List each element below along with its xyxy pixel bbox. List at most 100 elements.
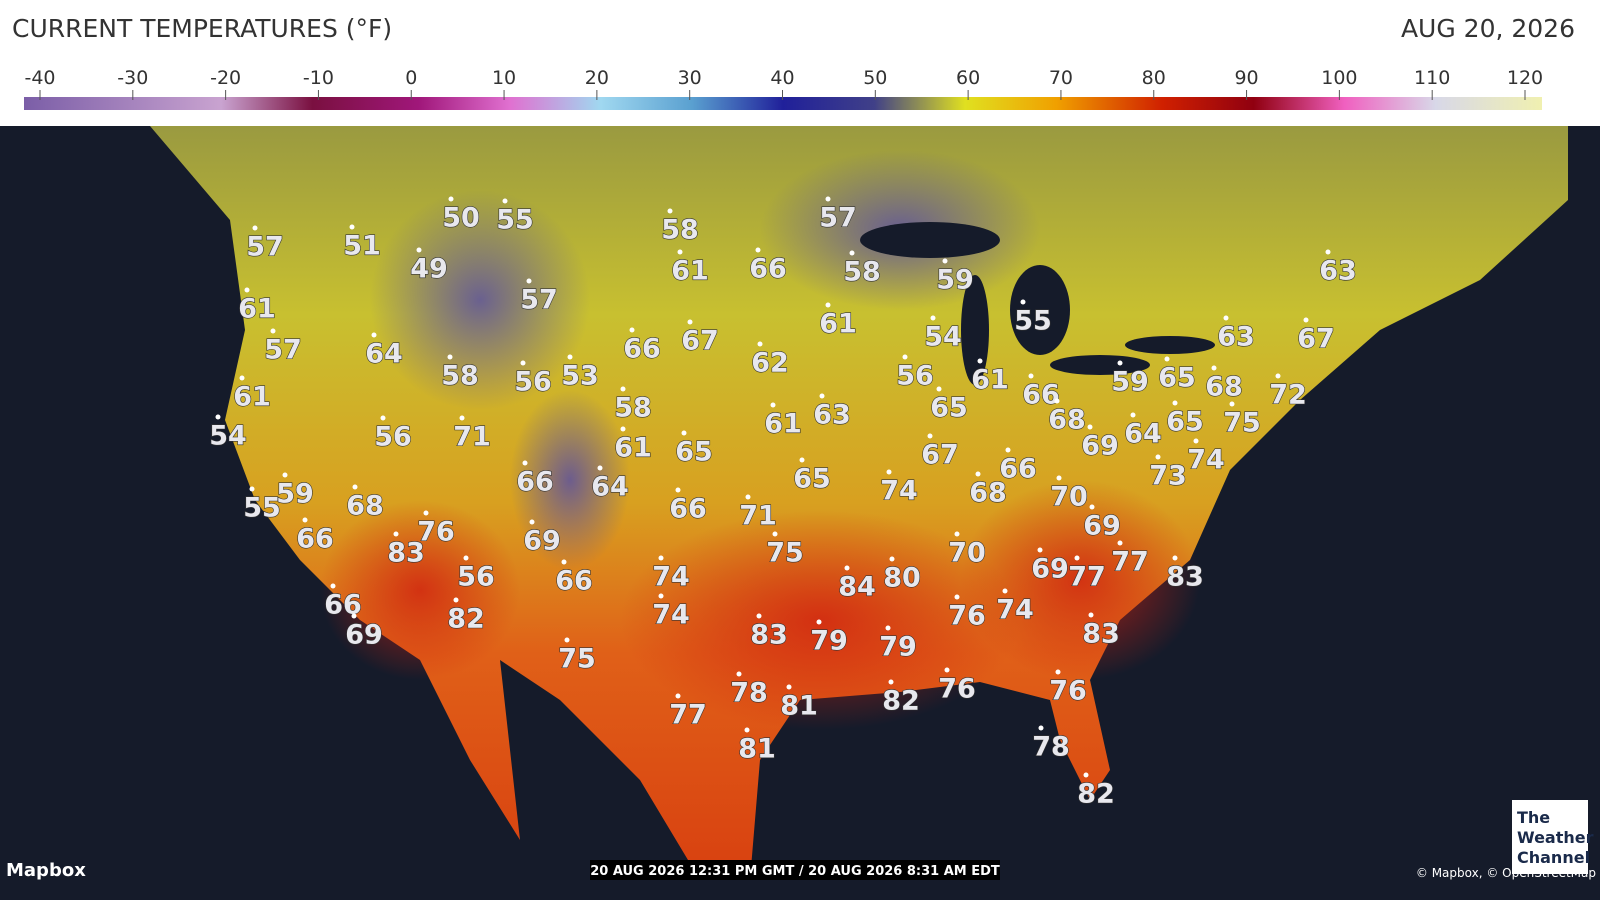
temperature: 71 (453, 422, 491, 453)
scale-tick-label: 20 (585, 67, 609, 89)
temperature: 78 (1032, 732, 1070, 763)
station-dot (270, 328, 276, 334)
temperature: 54 (209, 421, 247, 452)
temperature: 62 (751, 348, 789, 379)
station-dot (629, 327, 635, 333)
temperature: 74 (652, 562, 690, 593)
temperature: 75 (1223, 408, 1261, 439)
station-dot (927, 433, 933, 439)
station-dot (447, 354, 453, 360)
attribution-left: Mapbox (6, 860, 86, 881)
station-dot (282, 472, 288, 478)
station-dot (215, 414, 221, 420)
station-dot (564, 637, 570, 643)
temperature: 61 (819, 309, 857, 340)
temperature: 58 (441, 361, 479, 392)
temperature: 66 (669, 494, 707, 525)
station-dot (1193, 438, 1199, 444)
station-dot (1130, 412, 1136, 418)
station-dot (1037, 547, 1043, 553)
temperature: 56 (374, 422, 412, 453)
temperature: 69 (523, 526, 561, 557)
station-dot (687, 319, 693, 325)
station-dot (1117, 540, 1123, 546)
temperature: 69 (1081, 431, 1119, 462)
temperature: 82 (1077, 779, 1115, 810)
station-dot (977, 358, 983, 364)
station-dot (744, 727, 750, 733)
temperature: 65 (793, 464, 831, 495)
temperature: 69 (345, 620, 383, 651)
scale-tick-label: 120 (1507, 67, 1543, 89)
station-dot (416, 247, 422, 253)
temperature: 71 (739, 501, 777, 532)
station-dot (529, 519, 535, 525)
temperature: 59 (936, 265, 974, 296)
station-dot (244, 287, 250, 293)
color-scale (24, 97, 1542, 110)
temperature: 79 (879, 632, 917, 663)
station-dot (526, 278, 532, 284)
station-dot (330, 583, 336, 589)
temperature: 72 (1269, 380, 1307, 411)
station-dot (1164, 356, 1170, 362)
temperature: 59 (1111, 367, 1149, 398)
scale-tick-label: -10 (303, 67, 334, 89)
station-dot (675, 487, 681, 493)
temperature: 55 (243, 493, 281, 524)
temperature: 61 (233, 382, 271, 413)
station-dot (352, 484, 358, 490)
station-dot (1056, 475, 1062, 481)
scale-tick-label: 30 (678, 67, 702, 89)
temperature: 83 (750, 620, 788, 651)
scale-tick-label: 60 (956, 67, 980, 89)
temperature: 65 (1166, 407, 1204, 438)
temperature: 64 (591, 472, 629, 503)
temperature: 74 (996, 595, 1034, 626)
station-dot (755, 247, 761, 253)
station-dot (770, 402, 776, 408)
temperature: 69 (1083, 511, 1121, 542)
temperature: 70 (1050, 482, 1088, 513)
station-dot (825, 196, 831, 202)
station-dot (849, 250, 855, 256)
hot-area (960, 480, 1200, 680)
station-dot (502, 198, 508, 204)
station-dot (819, 393, 825, 399)
station-dot (567, 354, 573, 360)
station-dot (825, 302, 831, 308)
temperature: 74 (880, 476, 918, 507)
temperature: 53 (561, 361, 599, 392)
temperature: 63 (1319, 256, 1357, 287)
temperature: 66 (623, 334, 661, 365)
station-dot (463, 555, 469, 561)
station-dot (944, 667, 950, 673)
station-dot (889, 556, 895, 562)
station-dot (816, 619, 822, 625)
station-dot (1275, 373, 1281, 379)
temperature: 82 (882, 686, 920, 717)
temperature: 64 (365, 339, 403, 370)
station-dot (1089, 504, 1095, 510)
cool-area (370, 190, 590, 410)
station-dot (1172, 555, 1178, 561)
temperature: 77 (1111, 547, 1149, 578)
temperature: 66 (555, 566, 593, 597)
station-dot (520, 360, 526, 366)
scale-tick-label: 90 (1234, 67, 1258, 89)
station-dot (1054, 398, 1060, 404)
scale-tick-label: -20 (210, 67, 241, 89)
station-dot (522, 460, 528, 466)
temperature: 76 (938, 674, 976, 705)
temperature: 61 (238, 294, 276, 325)
temperature: 65 (930, 393, 968, 424)
station-dot (1055, 669, 1061, 675)
temperature: 67 (921, 440, 959, 471)
station-dot (1325, 249, 1331, 255)
temperature: 63 (813, 400, 851, 431)
station-dot (786, 684, 792, 690)
temperature: 68 (1048, 405, 1086, 436)
temperature: 56 (896, 361, 934, 392)
station-dot (677, 249, 683, 255)
